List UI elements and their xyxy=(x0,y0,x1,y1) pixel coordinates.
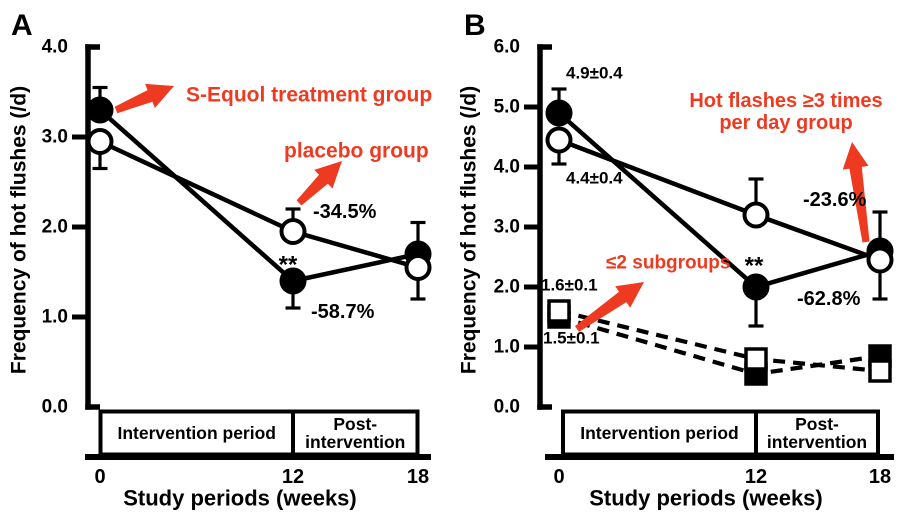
panel-A: 0.0 1.0 2.0 3.0 4.0 Frequency of hot flushes … xyxy=(8,9,433,511)
x-tick-label: 18 xyxy=(407,466,429,488)
annotation-2-subgroups: ≤2 subgroups xyxy=(606,253,730,274)
placebo-group-marker xyxy=(279,218,307,245)
placebo-group-marker xyxy=(404,254,432,281)
y-tick-label: 5.0 xyxy=(494,97,520,118)
2-subgroup-open-squares-marker xyxy=(744,347,768,371)
x-tick-label: 0 xyxy=(94,466,105,488)
x-axis-title: Study periods (weeks) xyxy=(123,486,357,511)
period-box xyxy=(754,409,880,457)
x-tick-label: 12 xyxy=(745,466,767,488)
2-subgroup-open-squares-marker xyxy=(868,359,892,383)
s-equol-treatment-group-marker xyxy=(279,267,307,295)
y-axis-title: Frequency of hot flushes (/d) xyxy=(8,86,31,374)
annotation-arrow xyxy=(842,142,870,243)
y-axis-title: Frequency of hot flushes (/d) xyxy=(458,86,481,374)
placebo-group-marker xyxy=(86,128,114,155)
annotation-arrow xyxy=(575,282,644,332)
period-box-label: Post- xyxy=(795,414,839,434)
hot-flashes-3-times-per-day-group-placebo-open-circles-marker xyxy=(742,201,770,229)
hot-flashes-3-times-per-day-group-s-equol-filled-circles-marker xyxy=(742,273,770,301)
hot-flashes-3-times-per-day-group-s-equol-filled-circles-marker xyxy=(545,99,573,127)
y-tick-label: 3.0 xyxy=(494,217,520,238)
hot-flashes-3-times-per-day-group-placebo-open-circles-marker xyxy=(866,246,894,274)
x-tick-label: 12 xyxy=(282,466,304,488)
period-box-label: Intervention period xyxy=(118,423,276,443)
annotation-arrow xyxy=(296,161,342,206)
2-subgroup-open-squares-marker xyxy=(547,299,571,323)
y-tick-label: 1.0 xyxy=(42,307,68,328)
annotation-4-4-0-4: 4.4±0.4 xyxy=(566,169,623,188)
y-tick-label: 2.0 xyxy=(42,217,68,238)
s-equol-treatment-group-marker xyxy=(86,96,114,124)
period-box-label: Intervention period xyxy=(580,423,738,443)
period-box-label: Post- xyxy=(333,414,377,434)
annotation-per-day-group: per day group xyxy=(719,112,852,134)
y-tick-label: 0.0 xyxy=(42,397,68,418)
period-box xyxy=(291,409,420,457)
period-box xyxy=(561,409,758,457)
annotation-placebo-group: placebo group xyxy=(284,140,429,163)
period-box xyxy=(98,409,295,457)
x-tick-label: 18 xyxy=(869,466,891,488)
annotation-item: ** xyxy=(279,252,298,279)
annotation-62-8: -62.8% xyxy=(797,288,861,310)
annotation-hot-flashes-3-times: Hot flashes ≥3 times xyxy=(689,90,882,112)
2-subgroup-filled-squares-line xyxy=(558,314,881,377)
annotation-34-5: -34.5% xyxy=(313,201,377,223)
y-tick-label: 0.0 xyxy=(494,397,520,418)
period-box-label: intervention xyxy=(305,432,405,452)
period-box-label: intervention xyxy=(767,432,867,452)
panel-label: B xyxy=(464,9,486,42)
hot-flashes-3-times-per-day-group-placebo-open-circles-marker xyxy=(545,126,573,154)
annotation-arrow xyxy=(114,83,174,114)
x-tick-label: 0 xyxy=(553,466,564,488)
annotation-23-6: -23.6% xyxy=(803,189,867,211)
y-tick-label: 3.0 xyxy=(42,127,68,148)
annotation-item: ** xyxy=(745,253,764,280)
annotation-1-6-0-1: 1.6±0.1 xyxy=(541,276,598,295)
y-tick-label: 4.0 xyxy=(494,157,520,178)
annotation-58-7: -58.7% xyxy=(311,301,375,323)
panel-B: 0.0 1.0 2.0 3.0 4.0 5.0 6.0 Frequency of hot fl… xyxy=(458,9,894,511)
annotation-1-5-0-1: 1.5±0.1 xyxy=(543,329,600,348)
annotation-4-9-0-4: 4.9±0.4 xyxy=(566,64,623,83)
y-tick-label: 2.0 xyxy=(494,277,520,298)
y-tick-label: 1.0 xyxy=(494,337,520,358)
y-tick-label: 4.0 xyxy=(42,37,68,58)
panel-label: A xyxy=(11,9,33,42)
annotation-s-equol-treatment-group: S-Equol treatment group xyxy=(186,84,432,107)
y-tick-label: 6.0 xyxy=(494,37,520,58)
x-axis-title: Study periods (weeks) xyxy=(589,486,823,511)
